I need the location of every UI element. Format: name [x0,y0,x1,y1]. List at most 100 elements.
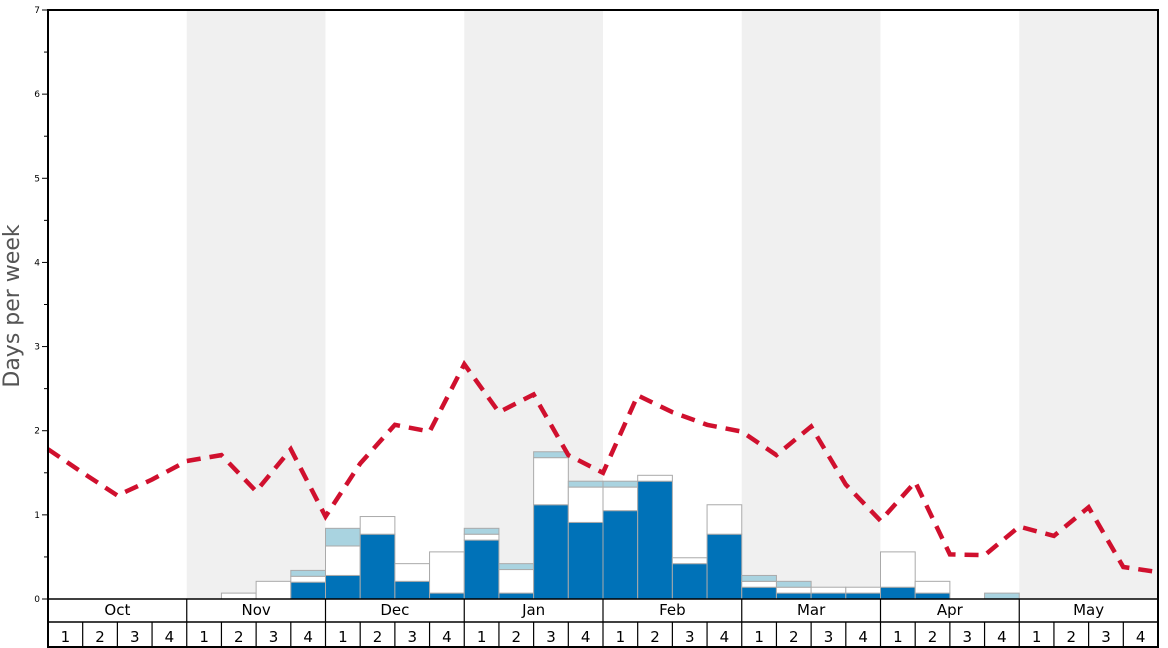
bar-segment-white [498,569,535,594]
week-label: 3 [546,628,556,646]
bar-segment-dark [671,563,708,600]
y-tick-label: 4 [34,258,40,268]
week-label: 2 [928,628,938,646]
week-label: 4 [858,628,868,646]
series-line [46,359,1159,575]
y-tick-label: 7 [34,6,40,16]
bar-segment-white [845,586,881,594]
bar-segment-white [706,504,743,535]
bar-segment-white [602,486,639,512]
bar-segment-light [290,569,326,577]
bar-segment-light [325,527,361,547]
bar-segment-white [429,551,465,594]
bar-segment-light [533,451,569,459]
bar-segment-dark [880,586,916,600]
week-label: 1 [477,628,487,646]
y-tick-label: 5 [34,174,40,184]
week-label: 3 [407,628,417,646]
y-axis: 0 1 2 3 4 5 6 7 [34,6,48,605]
week-label: 3 [269,628,279,646]
week-label: 1 [616,628,626,646]
week-label: 3 [685,628,695,646]
bar-segment-light [602,480,639,488]
week-label: 1 [61,628,71,646]
bar-segment-light [741,574,777,582]
week-label: 4 [997,628,1007,646]
week-label: 1 [893,628,903,646]
bar-segment-white [394,563,431,582]
week-label: 2 [650,628,660,646]
week-label: 3 [130,628,140,646]
bar-segment-dark [914,592,951,600]
bar-segment-white [880,551,916,588]
week-label: 1 [199,628,209,646]
bar-segment-light [567,480,604,488]
month-band [1019,10,1158,599]
bar-segment-white [741,580,777,588]
month-label: Oct [104,601,130,619]
x-axis: Oct Nov Dec Jan Feb Mar Apr May 1 2 3 4 1 2 3 4 1 2 3 4 1 2 3 4… [61,599,1146,647]
month-label: Mar [797,601,826,619]
y-axis-label: Days per week [0,224,25,387]
bar-segment-light [984,592,1020,600]
bar-segment-white [359,516,396,535]
week-label: 4 [303,628,313,646]
bar-segment-dark [637,480,673,600]
bar-segment-white [671,557,708,565]
bar-segment-white [567,486,604,523]
week-label: 4 [581,628,591,646]
bar-segment-white [255,580,292,600]
week-label: 3 [1101,628,1111,646]
bar-segment-dark [533,504,569,600]
month-label: Jan [521,601,545,619]
average-line [46,359,1159,575]
y-tick-label: 0 [34,595,40,605]
y-tick-label: 3 [34,343,40,353]
month-label: Feb [659,601,686,619]
week-label: 2 [789,628,799,646]
week-label: 2 [234,628,244,646]
bar-segment-dark [429,592,465,600]
bar-segment-dark [706,533,743,600]
bar-segment-dark [741,586,777,600]
bar-segment-dark [567,521,604,600]
bar-segment-dark [810,592,847,600]
bar-segment-dark [325,574,361,600]
y-tick-label: 1 [34,511,40,521]
bar-segment-white [914,580,951,594]
week-label: 4 [1136,628,1146,646]
week-label: 4 [720,628,730,646]
bar-segment-white [775,586,812,594]
week-label: 2 [1067,628,1077,646]
month-label: May [1073,601,1104,619]
bar-segment-dark [290,581,326,600]
week-label: 1 [338,628,348,646]
bar-segment-dark [394,580,431,600]
y-tick-label: 6 [34,90,40,100]
month-label: Dec [380,601,409,619]
bars [220,451,1020,600]
bar-segment-light [498,563,535,571]
month-label: Nov [241,601,270,619]
bar-segment-dark [498,592,535,600]
week-label: 4 [442,628,452,646]
bar-segment-white [637,474,673,482]
y-tick-label: 2 [34,427,40,437]
week-label: 1 [754,628,764,646]
week-label: 3 [962,628,972,646]
bar-segment-dark [602,510,639,600]
week-label: 2 [512,628,522,646]
bar-segment-dark [845,592,881,600]
bar-segment-dark [463,539,500,600]
bar-segment-dark [775,592,812,600]
month-band [741,10,881,599]
bar-segment-white [463,533,500,541]
bar-segment-white [533,457,569,506]
month-bands [186,10,1158,599]
bar-segment-white [325,545,361,576]
month-band [186,10,326,599]
week-label: 3 [824,628,834,646]
bar-segment-white [810,586,847,594]
month-label: Apr [937,601,964,619]
